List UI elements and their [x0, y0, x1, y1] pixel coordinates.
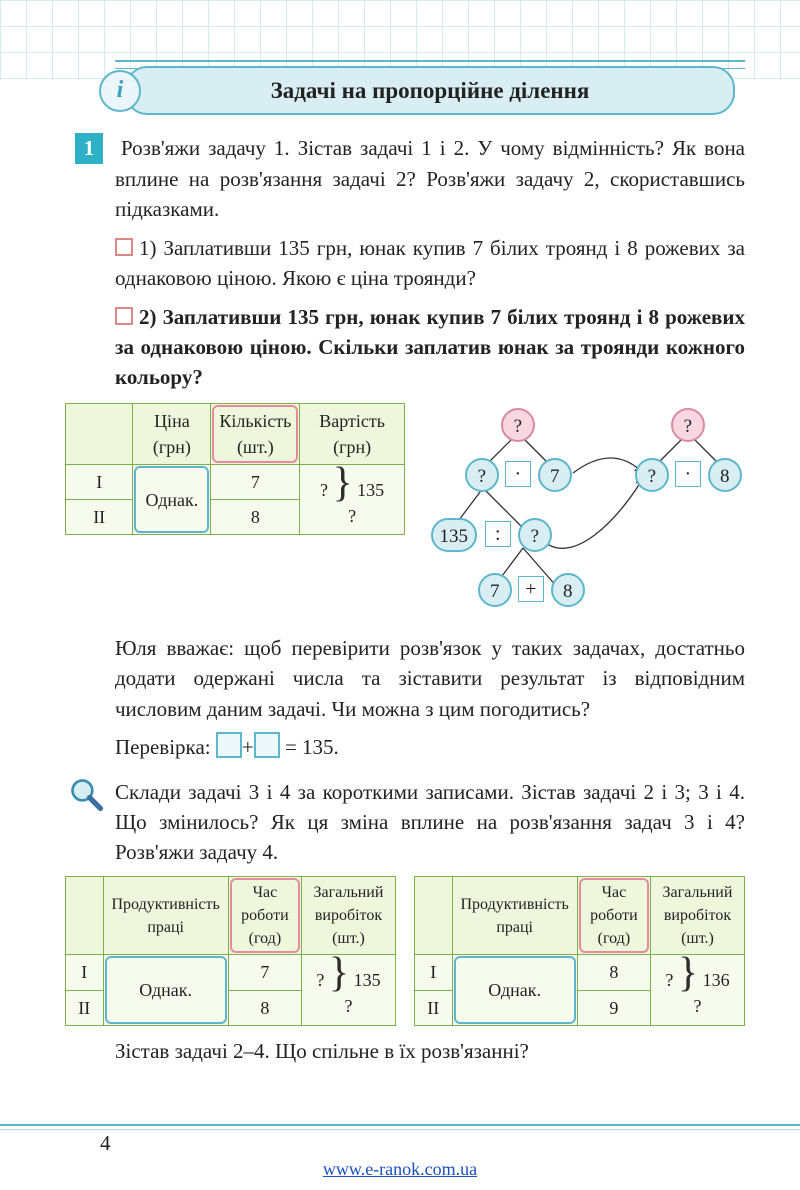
title-text: Задачі на пропорційне ділення	[271, 78, 590, 103]
cell-v2: 8	[228, 990, 301, 1025]
row-i: I	[415, 955, 453, 990]
node-7: 7	[538, 458, 572, 492]
row-i: I	[66, 955, 104, 990]
row-ii: II	[415, 990, 453, 1025]
solution-tree: ? ? ? · 7 ? · 8 135 : ? 7 + 8	[423, 403, 745, 623]
checkbox-icon	[115, 238, 133, 256]
cell-sum: ? } 135?	[301, 955, 395, 1025]
yulia-paragraph: Юля вважає: щоб перевірити розв'язок у т…	[115, 633, 745, 724]
page-title: i Задачі на пропорційне ділення	[125, 66, 735, 115]
task-1-intro: 1 Розв'яжи задачу 1. Зістав задачі 1 і 2…	[115, 133, 745, 224]
blank-box-1	[216, 732, 242, 758]
op-plus: +	[518, 576, 544, 602]
magnifier-icon	[68, 776, 104, 812]
info-icon: i	[99, 70, 141, 112]
cell-same: Однак.	[452, 955, 577, 1025]
final-question: Зістав задачі 2–4. Що спільне в їх розв'…	[115, 1036, 745, 1066]
cell-v2: 9	[577, 990, 650, 1025]
node-q1: ?	[501, 408, 535, 442]
col-prod: Продуктивність праці	[103, 876, 228, 955]
op-dot-2: ·	[675, 461, 701, 487]
node-135: 135	[431, 518, 477, 552]
node-8: 8	[708, 458, 742, 492]
col-output: Загальний виробіток (шт.)	[301, 876, 395, 955]
col-prod: Продуктивність праці	[452, 876, 577, 955]
col-time: Час роботи (год)	[228, 876, 301, 955]
task-number-1: 1	[75, 133, 103, 163]
col-output: Загальний виробіток (шт.)	[650, 876, 744, 955]
node-7b: 7	[478, 573, 512, 607]
task-1-item-1: 1) Заплативши 135 грн, юнак купив 7 біли…	[115, 233, 745, 294]
page-number: 4	[100, 1131, 111, 1156]
cell-v1: 7	[228, 955, 301, 990]
col-time: Час роботи (год)	[577, 876, 650, 955]
check-line: Перевірка: + = 135.	[115, 732, 745, 762]
cell-same: Однак.	[133, 465, 211, 535]
col-cost: Вартість (грн)	[300, 403, 404, 464]
compose-paragraph: Склади задачі 3 і 4 за короткими записам…	[115, 777, 745, 868]
cell-135: ? } 135?	[300, 465, 404, 535]
col-qty: Кількість (шт.)	[211, 403, 300, 464]
cell-sum: ? } 136?	[650, 955, 744, 1025]
table-3: 3 Продуктивність праці Час роботи (год) …	[65, 876, 396, 1026]
blank-box-2	[254, 732, 280, 758]
node-8b: 8	[551, 573, 585, 607]
row-ii: II	[66, 990, 104, 1025]
footer-rule	[0, 1124, 800, 1130]
cell-8: 8	[211, 500, 300, 535]
node-q: ?	[465, 458, 499, 492]
row-1: I	[66, 465, 133, 500]
table-a: Ціна (грн) Кількість (шт.) Вартість (грн…	[65, 403, 405, 535]
op-colon: :	[485, 521, 511, 547]
op-dot-1: ·	[505, 461, 531, 487]
checkbox-icon	[115, 307, 133, 325]
col-price: Ціна (грн)	[133, 403, 211, 464]
site-link[interactable]: www.e-ranok.com.ua	[0, 1159, 800, 1180]
node-q2: ?	[671, 408, 705, 442]
node-q: ?	[518, 518, 552, 552]
cell-7: 7	[211, 465, 300, 500]
cell-same: Однак.	[103, 955, 228, 1025]
task-1-item-2: 2) Заплативши 135 грн, юнак купив 7 біли…	[115, 302, 745, 393]
table-4: 4 Продуктивність праці Час роботи (год) …	[414, 876, 745, 1026]
row-2: II	[66, 500, 133, 535]
cell-v1: 8	[577, 955, 650, 990]
node-q: ?	[635, 458, 669, 492]
